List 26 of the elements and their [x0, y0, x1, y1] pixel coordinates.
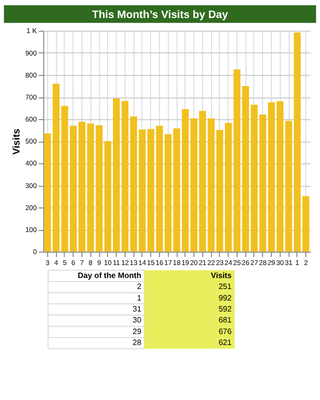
bar	[302, 196, 310, 252]
text: 681	[218, 316, 232, 325]
text: 2	[136, 282, 142, 292]
bar	[216, 130, 224, 252]
text: 992	[218, 293, 232, 302]
text: 621	[218, 338, 232, 348]
bar	[259, 114, 266, 252]
bar	[138, 129, 146, 252]
text: 251	[218, 282, 232, 292]
bar	[250, 104, 258, 252]
bar	[61, 106, 68, 252]
text: Visits	[210, 270, 232, 280]
text: 592	[218, 304, 232, 314]
bar	[173, 128, 180, 252]
y-axis-title: Visits	[11, 128, 22, 155]
text: 30	[132, 316, 142, 325]
text: 31	[132, 304, 142, 314]
text: Day of the Month	[78, 270, 142, 280]
text: 28	[132, 338, 142, 348]
text: 676	[218, 326, 232, 336]
bar	[294, 32, 301, 252]
text: 1	[136, 293, 142, 302]
bar	[104, 141, 112, 252]
text: 29	[132, 326, 142, 336]
bar	[182, 109, 189, 252]
chart-title: This Month’s Visits by Day	[92, 8, 228, 21]
